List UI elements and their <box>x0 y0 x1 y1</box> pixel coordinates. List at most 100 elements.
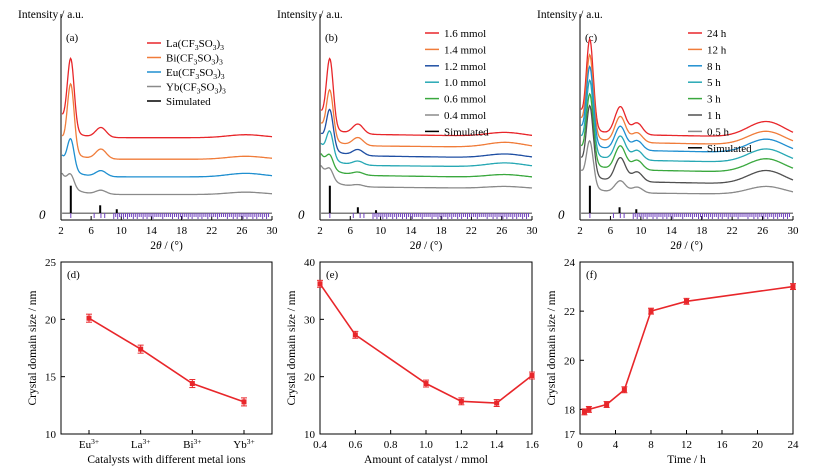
x-tick-label-part: Bi <box>183 439 193 451</box>
legend-label: 1 h <box>707 110 721 122</box>
x-axis-label-part: / (°) <box>682 240 703 252</box>
formula-subscript: 3 <box>195 43 199 52</box>
y-tick-label: 10 <box>45 429 57 441</box>
formula-subscript: 3 <box>213 72 217 81</box>
xrd-curve <box>320 108 533 158</box>
xrd-curve <box>580 37 794 137</box>
formula-part: SO <box>197 53 211 65</box>
plot-frame <box>579 261 794 435</box>
formula-subscript: 3 <box>214 87 218 96</box>
y-axis-label: Crystal domain size / nm <box>286 290 298 405</box>
data-point <box>790 284 796 290</box>
x-tick-label: 20 <box>752 439 764 451</box>
y-tick-label: 17 <box>564 429 576 441</box>
legend-label: 8 h <box>707 61 721 73</box>
series-line <box>88 317 245 403</box>
data-point <box>621 387 627 393</box>
y-axis-label: Intensity / a.u. <box>277 9 343 21</box>
x-axis-label-part: / (°) <box>421 240 442 252</box>
x-axis-label-part: 2 <box>670 240 676 252</box>
data-point <box>189 381 195 387</box>
x-tick-label: 1.6 <box>525 439 539 451</box>
legend-label: Bi(CF3SO3)3 <box>166 53 223 67</box>
y-axis-label: Intensity / a.u. <box>18 9 84 21</box>
formula-subscript: 3 <box>219 58 223 67</box>
xrd-curve <box>61 172 272 196</box>
x-tick-label: Bi3+ <box>183 437 201 451</box>
panel-label: (c) <box>585 32 598 44</box>
x-tick-label: 22 <box>206 225 217 237</box>
x-tick-label: 22 <box>727 225 738 237</box>
legend-label: Yb(CF3SO3)3 <box>166 82 226 96</box>
panel-label: (f) <box>586 269 597 281</box>
x-tick-label: 18 <box>436 225 448 237</box>
x-tick-label-superscript: 3+ <box>247 437 255 446</box>
xrd-curve <box>320 165 533 189</box>
x-tick-label: 4 <box>613 439 619 451</box>
xrd-curve <box>580 78 794 163</box>
y-axis-label: Crystal domain size / nm <box>27 290 39 405</box>
legend-label: 12 h <box>707 44 727 56</box>
formula-subscript: 3 <box>195 72 199 81</box>
x-tick-label: 2 <box>577 225 583 237</box>
formula-subscript: 3 <box>221 72 225 81</box>
y-axis-label: Intensity / a.u. <box>537 9 603 21</box>
formula-part: SO <box>200 82 214 94</box>
formula-part: ) <box>218 82 222 94</box>
x-axis-label: 2θ / (°) <box>670 240 703 252</box>
xrd-curve <box>61 137 273 178</box>
x-tick-label: 18 <box>696 225 708 237</box>
x-tick-label: 6 <box>348 225 354 237</box>
panel-label: (e) <box>326 269 339 281</box>
legend-label: Eu(CF3SO3)3 <box>166 67 225 81</box>
y-tick-label: 20 <box>45 314 57 326</box>
y-tick-label: 22 <box>564 306 575 318</box>
legend-label: La(CF3SO3)3 <box>166 38 224 52</box>
xrd-curve <box>580 65 794 153</box>
x-tick-label: 30 <box>527 225 539 237</box>
data-point <box>648 308 654 314</box>
formula-part: ) <box>217 67 221 79</box>
x-axis-label: 2θ / (°) <box>410 240 443 252</box>
x-tick-label: 16 <box>717 439 729 451</box>
x-tick-label: 8 <box>648 439 654 451</box>
data-point <box>458 398 464 404</box>
y-tick-label: 18 <box>564 404 576 416</box>
legend-label: 1.6 mmol <box>444 28 486 40</box>
zero-label: 0 <box>298 207 305 222</box>
data-point <box>581 409 587 415</box>
y-tick-label: 30 <box>304 314 316 326</box>
formula-subscript: 3 <box>211 58 215 67</box>
y-tick-label: 24 <box>564 257 576 269</box>
xrd-curve <box>61 82 272 160</box>
formula-subscript: 3 <box>197 87 201 96</box>
formula-part: SO <box>199 38 213 50</box>
legend-label: 1.2 mmol <box>444 61 486 73</box>
x-axis-label-part: 2 <box>150 240 156 252</box>
x-tick-label: 2 <box>317 225 323 237</box>
x-tick-label: 26 <box>757 225 769 237</box>
zero-label: 0 <box>39 207 46 222</box>
x-tick-label: 24 <box>788 439 800 451</box>
x-tick-label: 18 <box>176 225 188 237</box>
data-point <box>423 381 429 387</box>
formula-part: ) <box>215 53 219 65</box>
legend-label: 1.0 mmol <box>444 77 486 89</box>
formula-subscript: 3 <box>220 43 224 52</box>
y-tick-label: 20 <box>304 372 316 384</box>
x-axis-label-part: 2 <box>410 240 416 252</box>
x-axis-label-part: / (°) <box>162 240 183 252</box>
formula-part: Yb(CF <box>166 82 197 94</box>
legend-label: Simulated <box>707 143 752 155</box>
formula-part: Bi(CF <box>166 53 194 65</box>
x-tick-label: Yb3+ <box>233 437 254 451</box>
legend-label: 24 h <box>707 28 727 40</box>
xrd-curve <box>580 53 794 145</box>
panel-label: (d) <box>67 269 80 281</box>
data-point <box>684 298 689 304</box>
x-axis-label-part: θ <box>676 240 682 252</box>
data-point <box>586 406 592 412</box>
x-tick-label: 14 <box>146 225 158 237</box>
data-point <box>604 402 610 408</box>
x-tick-label: 22 <box>466 225 477 237</box>
